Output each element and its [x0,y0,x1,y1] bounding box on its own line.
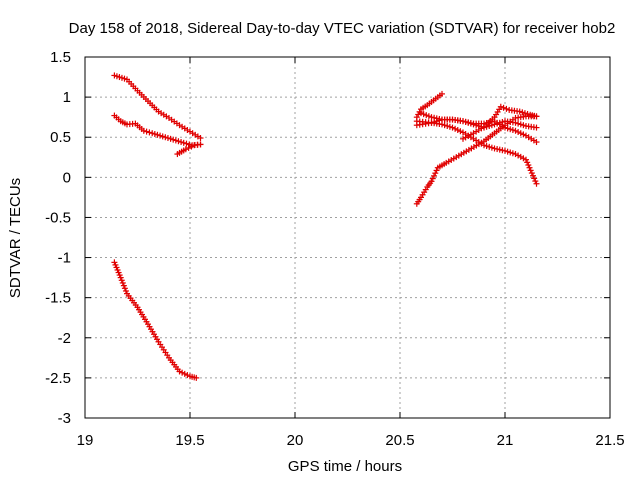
data-point [180,139,187,146]
data-point [170,136,177,143]
data-point [491,145,498,152]
data-point [533,139,540,146]
data-point [516,108,523,115]
data-point [428,178,435,185]
y-tick-label: 1 [63,89,71,106]
data-point [140,127,147,134]
data-point [197,141,204,148]
y-tick-label: 0.5 [50,129,71,146]
series-arc-d [111,259,200,381]
x-tick-label: 20.5 [385,432,414,449]
x-axis-label: GPS time / hours [288,458,402,475]
chart-title: Day 158 of 2018, Sidereal Day-to-day VTE… [69,20,616,37]
plot-frame [84,56,611,419]
series-arc-i [413,113,540,207]
y-tick-label: -1 [58,250,71,267]
axis-ticks [84,56,611,419]
data-point [533,180,540,187]
y-tick-label: -2.5 [45,370,71,387]
data-point [182,146,189,153]
x-tick-label: 21 [497,432,514,449]
data-point [533,113,540,120]
y-tick-label: 0 [63,169,71,186]
data-point [117,274,124,281]
y-tick-label: -2 [58,330,71,347]
series-arc-a [111,72,204,142]
data-point [428,119,435,126]
data-point [149,130,156,137]
y-tick-label: -3 [58,410,71,427]
series-arc-j [460,103,540,142]
data-point [439,90,445,97]
x-tick-labels: 19 19.5 20 20.5 21 21.5 [77,432,625,449]
data-point [497,103,504,110]
x-tick-label: 21.5 [595,432,624,449]
data-point [533,124,540,131]
x-tick-label: 19.5 [175,432,204,449]
data-point [193,374,200,381]
x-tick-label: 19 [77,432,94,449]
data-point [418,110,424,117]
y-tick-label: -1.5 [45,290,71,307]
y-axis-label: SDTVAR / TECUs [7,178,24,298]
y-tick-label: -0.5 [45,209,71,226]
data-point [197,135,204,142]
data-point [460,118,466,125]
data-point [428,114,435,121]
grid-lines [85,57,610,418]
y-tick-labels: -3 -2.5 -2 -1.5 -1 -0.5 0 0.5 1 1.5 [45,49,71,427]
data-point [159,133,166,140]
data-point [502,147,508,154]
x-tick-label: 20 [287,432,304,449]
data-point [512,127,519,134]
data-point [449,124,456,131]
data-point [523,156,529,163]
data-points [111,72,540,381]
data-point [176,368,183,375]
y-tick-label: 1.5 [50,49,71,66]
series-arc-c [174,141,204,158]
